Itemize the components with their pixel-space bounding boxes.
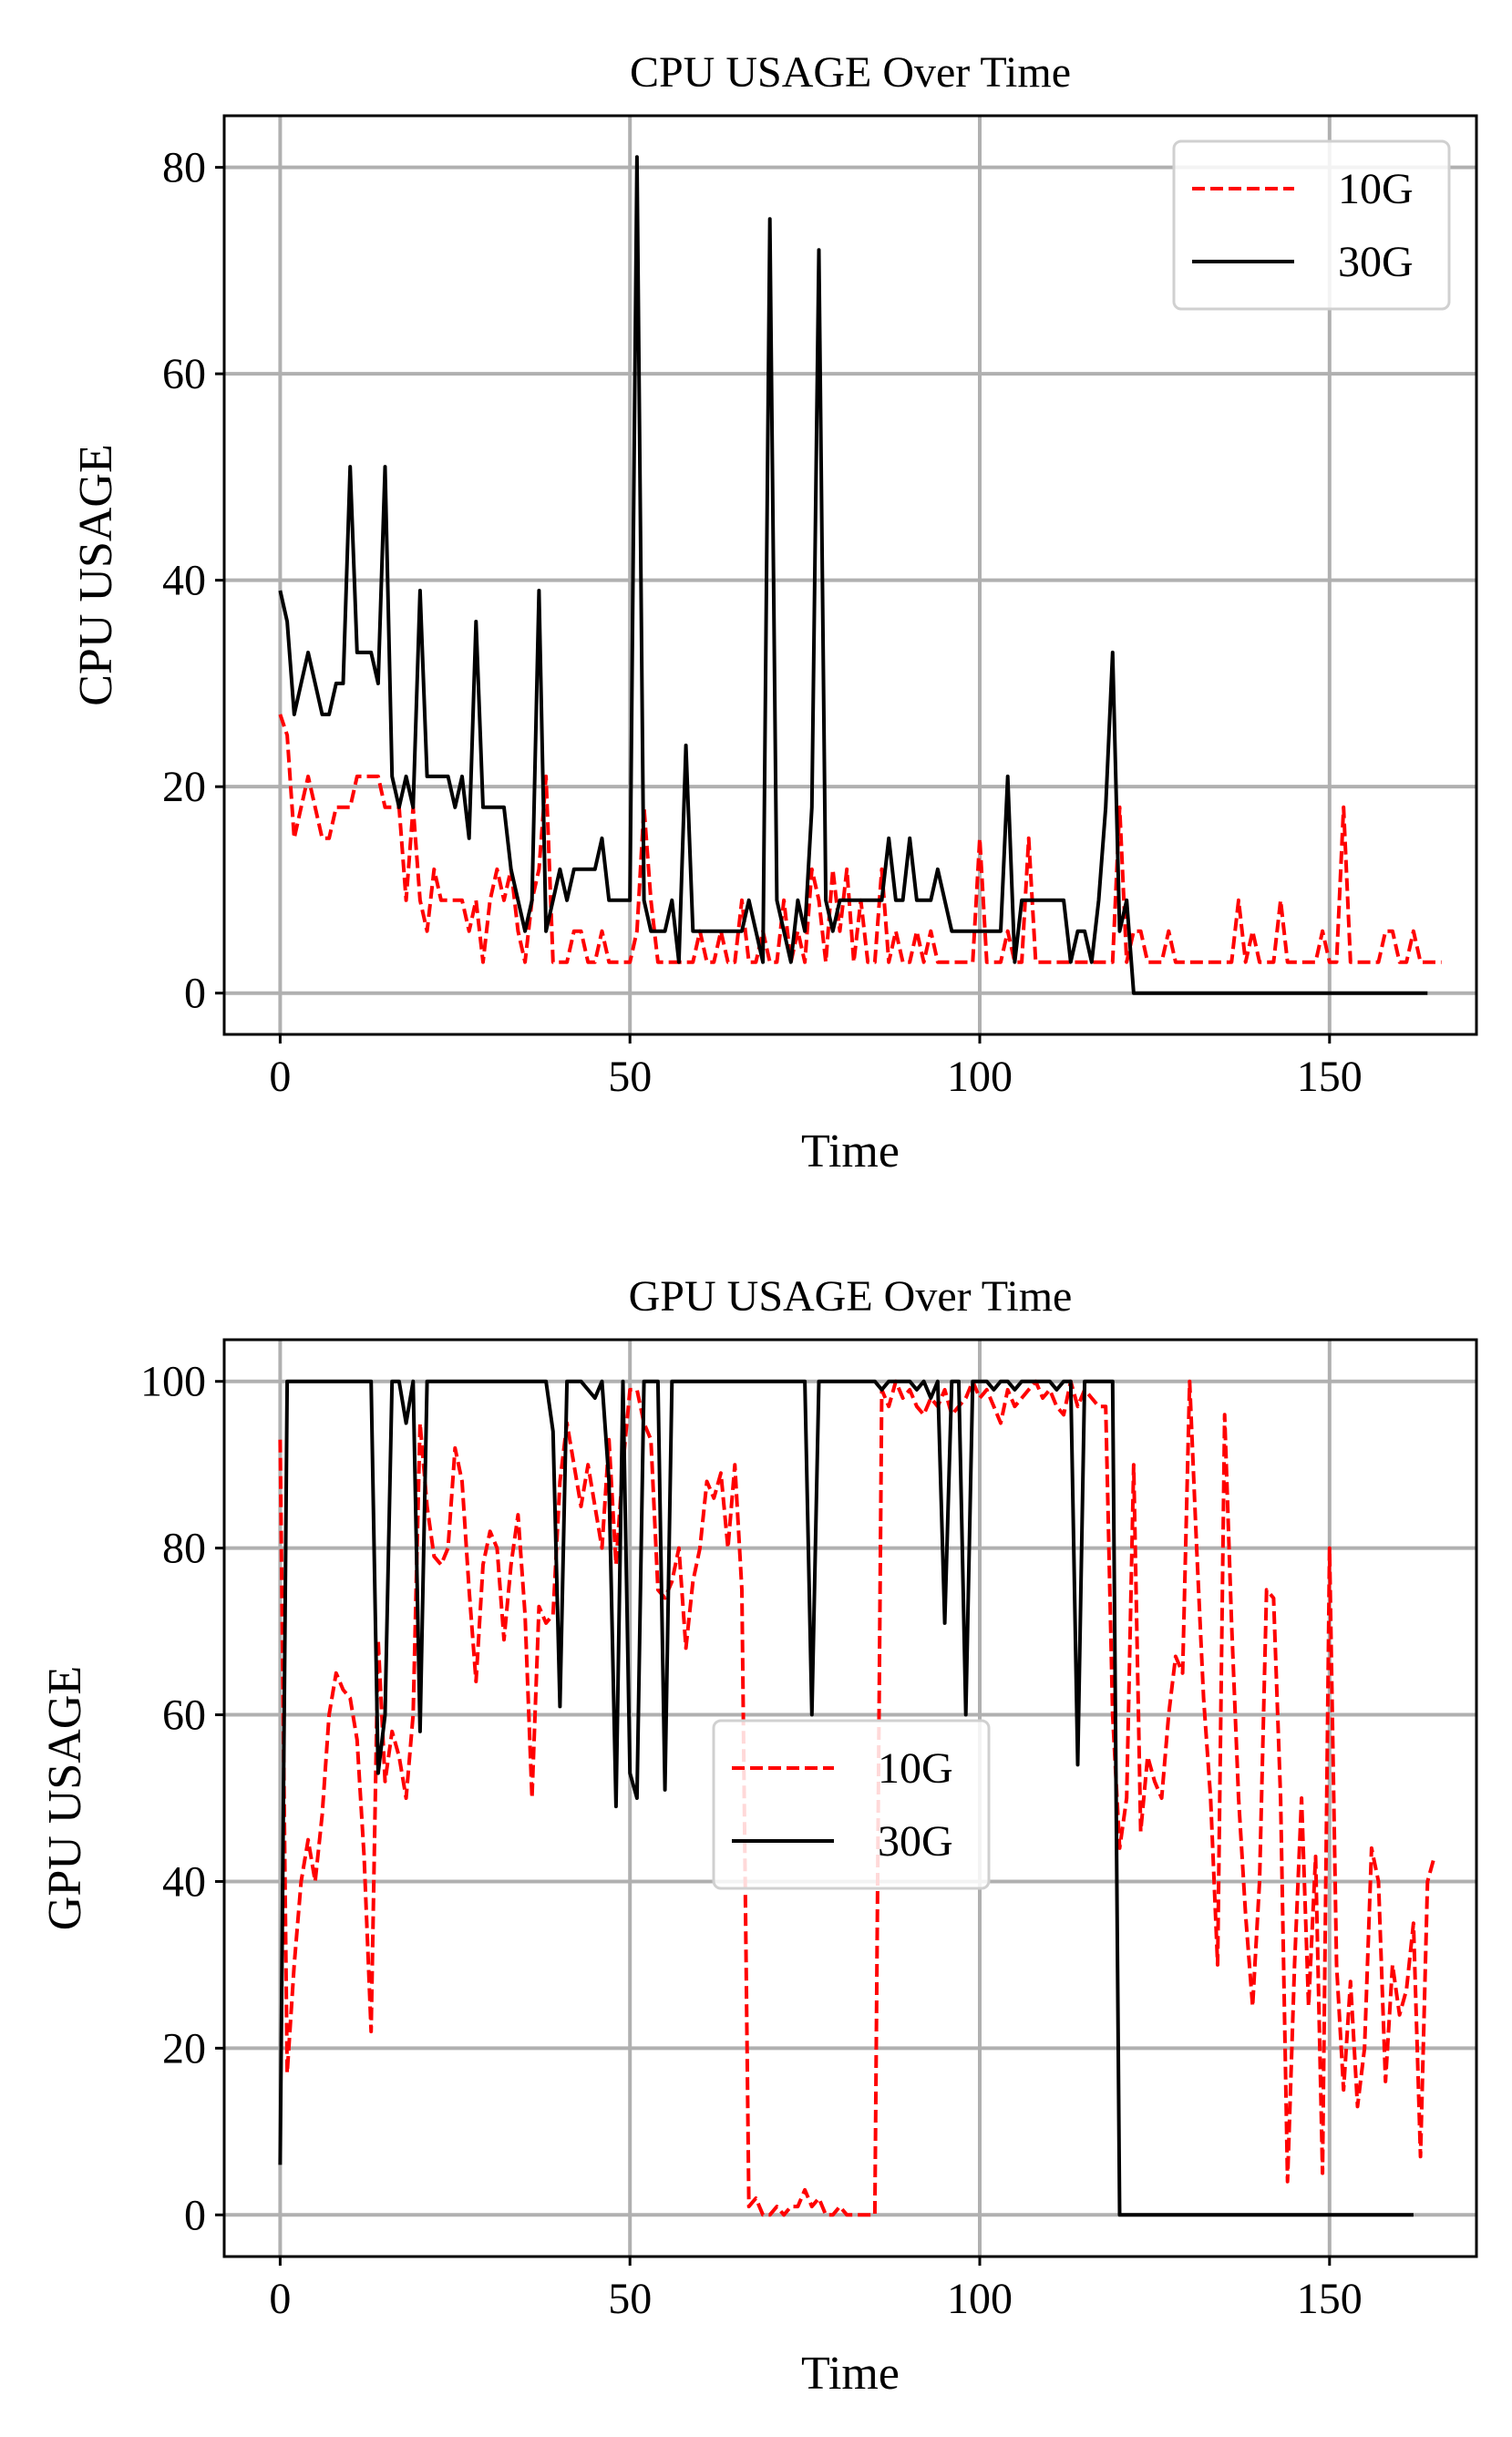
gpu-legend-label-10g: 10G [878, 1744, 953, 1793]
gpu-x-tick-label: 50 [608, 2275, 652, 2323]
gpu-y-tick-label: 40 [162, 1857, 206, 1906]
gpu-x-tick-label: 150 [1297, 2275, 1363, 2323]
cpu-series-line-30g [278, 155, 1428, 995]
gpu-x-tick-label: 100 [947, 2275, 1013, 2323]
gpu-y-tick-label: 60 [162, 1692, 206, 1740]
cpu-y-axis-label: CPU USAGE [70, 444, 122, 706]
gpu-usage-chart: 0 50 100 150 0 20 40 60 80 100 GPU USAGE Over Time… [39, 1272, 1478, 2400]
gpu-series-line-10g [278, 1379, 1436, 2217]
cpu-usage-chart: 0 50 100 150 0 20 40 60 80 CPU USAGE Over Time Tim… [70, 48, 1478, 1177]
cpu-y-tick-label: 20 [162, 763, 206, 811]
cpu-y-tick-label: 60 [162, 350, 206, 398]
gpu-series-line-30g [278, 1379, 1414, 2217]
gpu-y-tick-label: 80 [162, 1525, 206, 1573]
cpu-plot-frame [222, 114, 1478, 1036]
cpu-y-tick-label: 40 [162, 557, 206, 605]
cpu-series-line-10g [278, 714, 1442, 964]
gpu-plot-frame [222, 1338, 1478, 2258]
gpu-x-axis-label: Time [801, 2348, 900, 2400]
cpu-x-tick-label: 0 [269, 1053, 291, 1101]
gpu-chart-title: GPU USAGE Over Time [629, 1272, 1073, 1321]
cpu-x-tick-label: 50 [608, 1053, 652, 1101]
cpu-x-axis-label: Time [801, 1126, 900, 1177]
cpu-x-tick-label: 150 [1297, 1053, 1363, 1101]
gpu-legend-label-30g: 30G [878, 1817, 953, 1866]
gpu-y-tick-label: 0 [184, 2191, 206, 2239]
gpu-y-tick-label: 20 [162, 2024, 206, 2072]
cpu-y-tick-label: 80 [162, 144, 206, 192]
cpu-y-tick-label: 0 [184, 970, 206, 1018]
gpu-legend-box [712, 1719, 991, 1890]
gpu-x-tick-label: 0 [269, 2275, 291, 2323]
cpu-legend-label-10g: 10G [1338, 165, 1414, 213]
cpu-x-tick-label: 100 [947, 1053, 1013, 1101]
cpu-legend-box [1172, 139, 1451, 311]
cpu-legend-label-30g: 30G [1338, 238, 1414, 286]
gpu-y-tick-label: 100 [140, 1358, 206, 1406]
cpu-legend: 10G 30G [1172, 139, 1451, 311]
gpu-y-axis-label: GPU USAGE [39, 1666, 91, 1930]
cpu-chart-title: CPU USAGE Over Time [630, 48, 1071, 97]
